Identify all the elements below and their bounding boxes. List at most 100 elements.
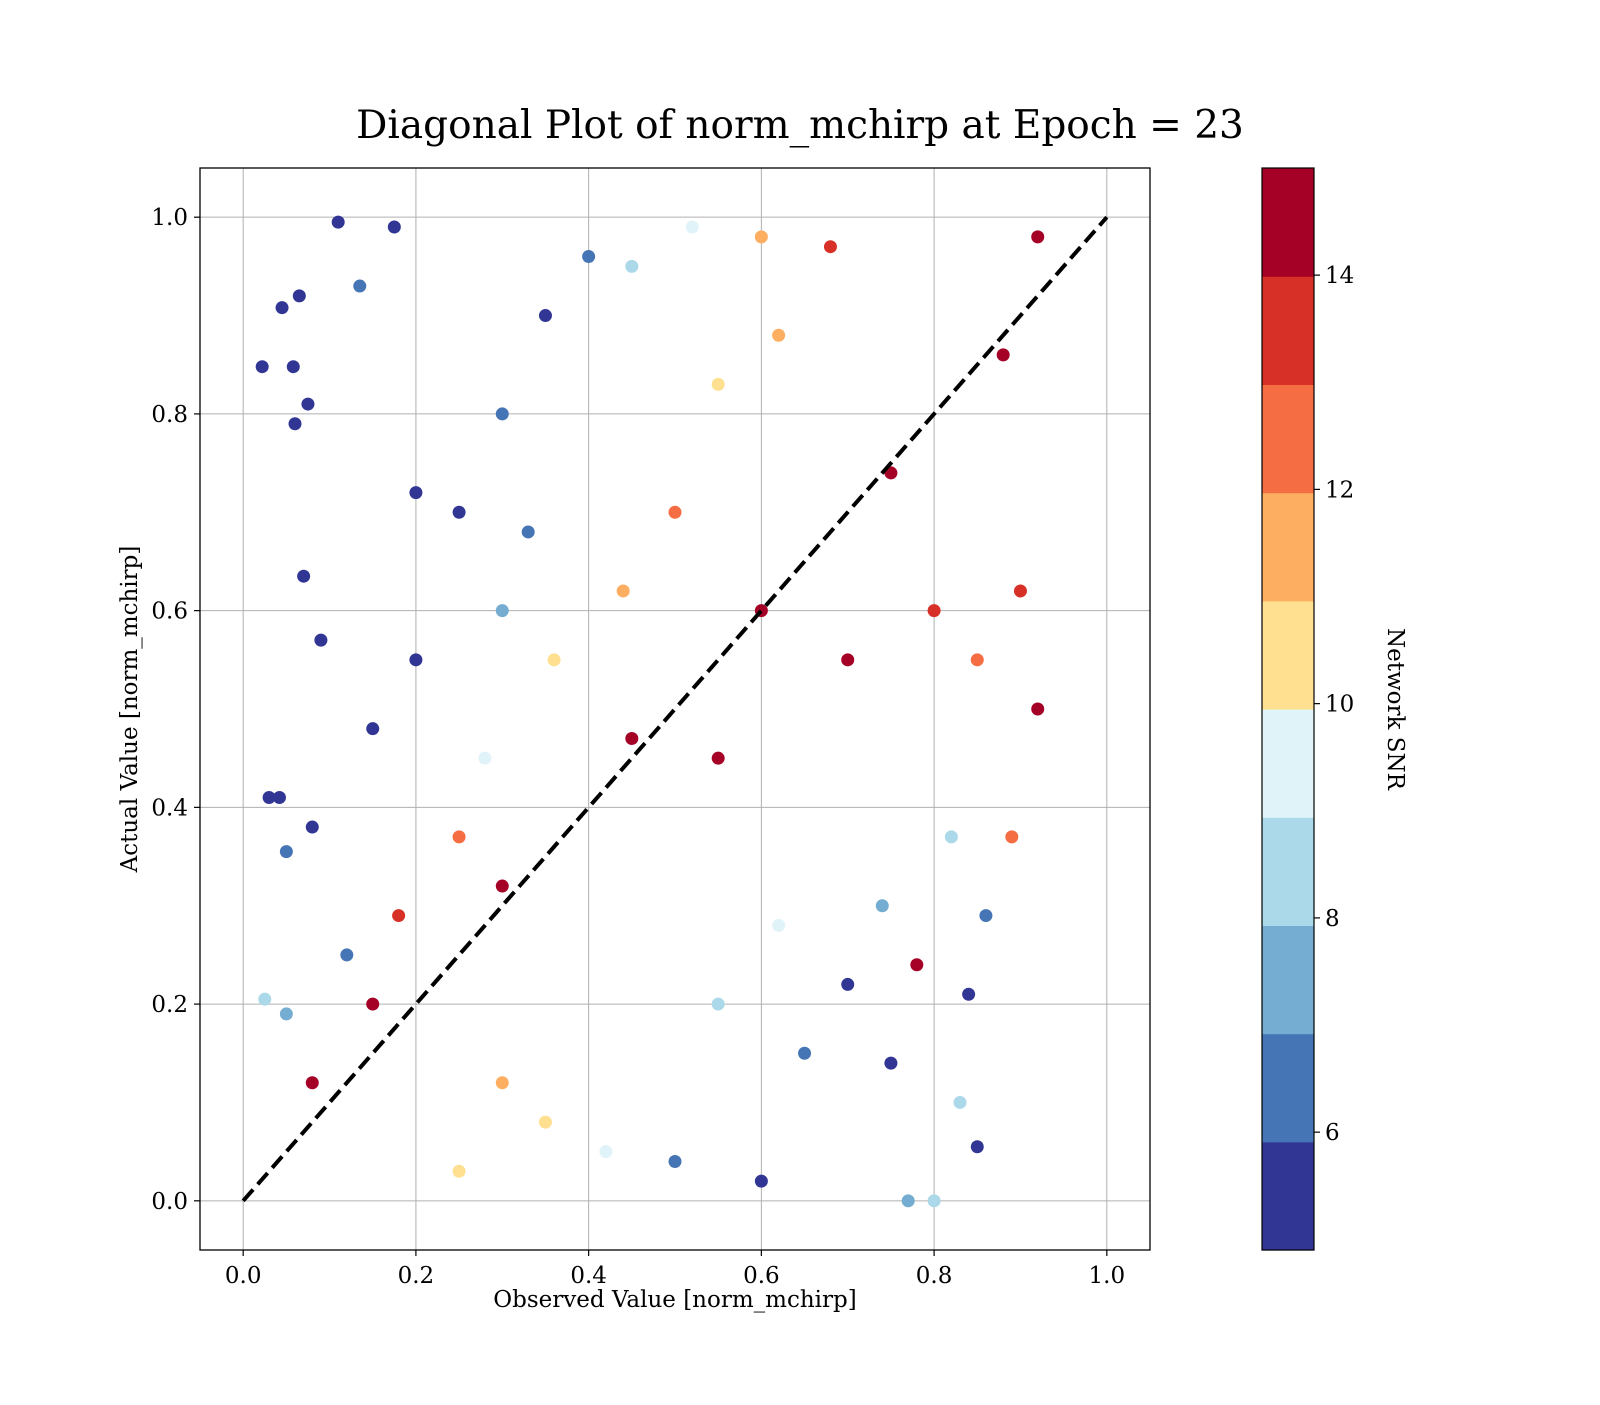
scatter-point-6 bbox=[387, 220, 401, 234]
colorbar: 6 8 10 12 14 bbox=[1261, 167, 1354, 1251]
scatter-point-0 bbox=[255, 360, 269, 374]
scatter-point-56 bbox=[841, 977, 855, 991]
scatter-point-28 bbox=[495, 604, 509, 618]
scatter-point-2 bbox=[286, 360, 300, 374]
scatter-point-14 bbox=[258, 992, 272, 1006]
colorbar-frame bbox=[1261, 167, 1315, 1251]
scatter-point-22 bbox=[538, 309, 552, 323]
colorbar-label: Network SNR bbox=[1382, 628, 1408, 791]
scatter-point-5 bbox=[353, 279, 367, 293]
scatter-point-62 bbox=[754, 1174, 768, 1188]
scatter-point-26 bbox=[754, 230, 768, 244]
scatter-point-60 bbox=[927, 1194, 941, 1208]
y-axis-label: Actual Value [norm_mchirp] bbox=[117, 546, 143, 874]
scatter-point-53 bbox=[1005, 830, 1019, 844]
scatter-point-40 bbox=[366, 997, 380, 1011]
scatter-point-21 bbox=[495, 407, 509, 421]
scatter-point-15 bbox=[279, 845, 293, 859]
scatter-point-8 bbox=[288, 417, 302, 431]
scatter-point-23 bbox=[582, 250, 596, 264]
x-tick-label-4: 0.8 bbox=[916, 1263, 953, 1289]
scatter-point-69 bbox=[772, 918, 786, 932]
scatter-point-34 bbox=[668, 505, 682, 519]
scatter-point-48 bbox=[841, 653, 855, 667]
scatter-point-65 bbox=[538, 1115, 552, 1129]
scatter-point-13 bbox=[305, 820, 319, 834]
colorbar-tick-label-0: 6 bbox=[1325, 1120, 1340, 1146]
scatter-point-9 bbox=[297, 569, 311, 583]
y-tick-label-4: 0.8 bbox=[151, 402, 188, 428]
scatter-point-11 bbox=[262, 791, 276, 805]
x-axis: 0.0 0.2 0.4 0.6 0.8 1.0 bbox=[225, 1250, 1125, 1289]
colorbar-tick-label-2: 10 bbox=[1325, 692, 1354, 718]
scatter-point-50 bbox=[970, 653, 984, 667]
scatter-point-35 bbox=[711, 377, 725, 391]
scatter-point-67 bbox=[452, 1164, 466, 1178]
scatter-point-51 bbox=[1013, 584, 1027, 598]
colorbar-segment-9 bbox=[1262, 168, 1314, 277]
scatter-point-61 bbox=[901, 1194, 915, 1208]
y-tick-label-1: 0.2 bbox=[151, 992, 188, 1018]
scatter-point-30 bbox=[409, 486, 423, 500]
colorbar-segment-3 bbox=[1262, 817, 1314, 926]
scatter-point-32 bbox=[547, 653, 561, 667]
scatter-points bbox=[255, 215, 1045, 1208]
scatter-point-66 bbox=[495, 1076, 509, 1090]
colorbar-segment-5 bbox=[1262, 600, 1314, 710]
colorbar-segment-7 bbox=[1262, 384, 1314, 494]
scatter-point-37 bbox=[392, 909, 406, 923]
colorbar-tick-label-3: 12 bbox=[1325, 477, 1354, 503]
scatter-point-71 bbox=[944, 830, 958, 844]
colorbar-segment-6 bbox=[1262, 492, 1314, 602]
scatter-point-19 bbox=[409, 653, 423, 667]
plot-area bbox=[200, 168, 1150, 1250]
scatter-point-45 bbox=[996, 348, 1010, 362]
scatter-point-38 bbox=[452, 830, 466, 844]
scatter-point-72 bbox=[979, 909, 993, 923]
scatter-point-20 bbox=[452, 505, 466, 519]
scatter-point-18 bbox=[366, 722, 380, 736]
x-axis-label: Observed Value [norm_mchirp] bbox=[493, 1287, 856, 1313]
scatter-point-58 bbox=[970, 1140, 984, 1154]
scatter-point-42 bbox=[625, 732, 639, 746]
scatter-point-52 bbox=[1031, 702, 1045, 716]
y-tick-label-0: 0.0 bbox=[151, 1189, 188, 1215]
x-tick-label-2: 0.4 bbox=[570, 1263, 607, 1289]
scatter-point-25 bbox=[685, 220, 699, 234]
scatter-point-3 bbox=[292, 289, 306, 303]
scatter-point-7 bbox=[301, 397, 315, 411]
plot-frame bbox=[199, 167, 1151, 1251]
scatter-point-70 bbox=[798, 1046, 812, 1060]
scatter-point-39 bbox=[305, 1076, 319, 1090]
scatter-point-27 bbox=[823, 240, 837, 254]
scatter-point-57 bbox=[884, 1056, 898, 1070]
scatter-point-55 bbox=[875, 899, 889, 913]
scatter-point-64 bbox=[599, 1145, 613, 1159]
x-tick-label-0: 0.0 bbox=[225, 1263, 262, 1289]
colorbar-segment-2 bbox=[1262, 925, 1314, 1035]
scatter-point-59 bbox=[953, 1095, 967, 1109]
scatter-point-33 bbox=[616, 584, 630, 598]
x-tick-label-5: 1.0 bbox=[1089, 1263, 1126, 1289]
scatter-point-10 bbox=[314, 633, 328, 647]
scatter-point-73 bbox=[962, 987, 976, 1001]
scatter-point-12 bbox=[272, 791, 286, 805]
scatter-point-47 bbox=[711, 751, 725, 765]
x-tick-label-1: 0.2 bbox=[398, 1263, 435, 1289]
x-tick-label-3: 0.6 bbox=[743, 1263, 780, 1289]
scatter-point-4 bbox=[331, 215, 345, 229]
colorbar-segment-8 bbox=[1262, 276, 1314, 385]
colorbar-tick-label-1: 8 bbox=[1325, 906, 1340, 932]
scatter-point-36 bbox=[772, 328, 786, 342]
scatter-point-41 bbox=[495, 879, 509, 893]
colorbar-segment-1 bbox=[1262, 1033, 1314, 1143]
scatter-point-68 bbox=[711, 997, 725, 1011]
scatter-point-24 bbox=[625, 259, 639, 273]
scatter-point-29 bbox=[521, 525, 535, 539]
scatter-point-17 bbox=[340, 948, 354, 962]
y-tick-label-2: 0.4 bbox=[151, 795, 188, 821]
reference-line bbox=[241, 215, 1109, 1203]
